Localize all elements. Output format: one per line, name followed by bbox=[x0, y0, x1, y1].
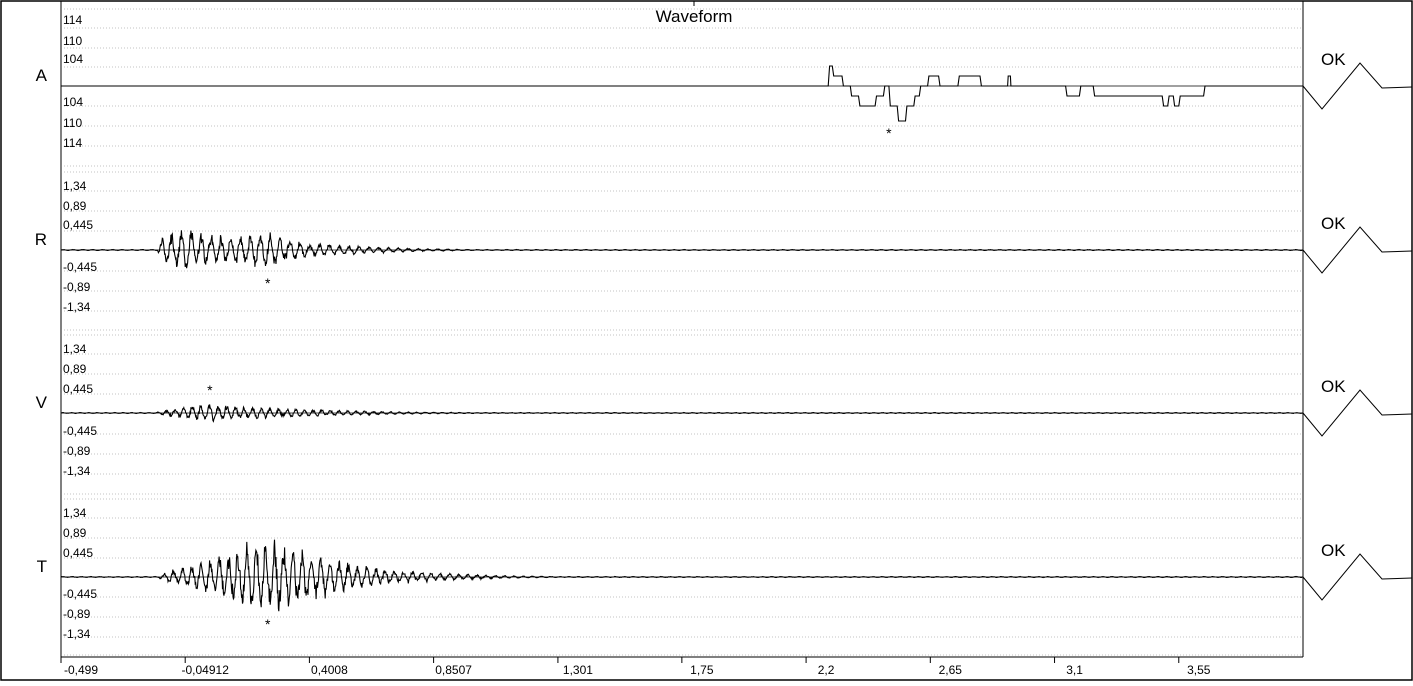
status-wave-v bbox=[1302, 389, 1413, 437]
waveform-v bbox=[60, 404, 1304, 423]
status-v: OK bbox=[1321, 377, 1346, 396]
chart-title: Waveform bbox=[656, 7, 733, 26]
channel-label-r: R bbox=[35, 230, 47, 249]
status-wave-r bbox=[1302, 226, 1413, 274]
x-tick-label: 0,4008 bbox=[311, 663, 348, 677]
channel-t: T 1,34 0,89 0,445 -0,445 -0,89 -1,34 * OK bbox=[37, 506, 1413, 641]
y-tick-label: 114 bbox=[63, 136, 82, 150]
channel-label-a: A bbox=[36, 66, 48, 85]
x-tick-label: -0,04912 bbox=[182, 663, 230, 677]
peak-marker: * bbox=[886, 125, 892, 141]
y-tick-label: 0,89 bbox=[63, 199, 87, 213]
y-tick-label: 0,89 bbox=[63, 526, 87, 540]
y-tick-label: 110 bbox=[63, 116, 82, 130]
grid-layer bbox=[61, 8, 1303, 656]
y-tick-label: 104 bbox=[63, 52, 83, 66]
status-r: OK bbox=[1321, 214, 1346, 233]
peak-marker: * bbox=[265, 616, 271, 632]
x-tick-label: 3,55 bbox=[1187, 663, 1211, 677]
channel-v: V 1,34 0,89 0,445 -0,445 -0,89 -1,34 * OK bbox=[36, 342, 1413, 478]
x-tick-label: 2,65 bbox=[939, 663, 963, 677]
x-tick-label: 2,2 bbox=[818, 663, 835, 677]
y-tick-label: 104 bbox=[63, 95, 83, 109]
y-tick-label: 0,89 bbox=[63, 362, 87, 376]
waveform-t bbox=[60, 539, 1304, 612]
channel-layer: A 114 110 104 104 110 114 * OK R 1,34 0,89 0,445 -0,4… bbox=[35, 13, 1413, 641]
waveform-r bbox=[60, 230, 1304, 269]
channel-label-v: V bbox=[36, 393, 48, 412]
y-tick-label: 1,34 bbox=[63, 506, 87, 520]
status-a: OK bbox=[1321, 50, 1346, 69]
y-tick-label: -1,34 bbox=[63, 464, 91, 478]
y-tick-label: 0,445 bbox=[63, 382, 93, 396]
y-tick-label: -1,34 bbox=[63, 300, 91, 314]
y-tick-label: 0,445 bbox=[63, 218, 93, 232]
y-tick-label: 114 bbox=[63, 13, 82, 27]
y-tick-label: -0,89 bbox=[63, 280, 91, 294]
y-tick-label: -0,445 bbox=[63, 587, 97, 601]
y-tick-label: -0,89 bbox=[63, 607, 91, 621]
y-tick-label: -1,34 bbox=[63, 627, 91, 641]
peak-marker: * bbox=[265, 275, 271, 291]
peak-marker: * bbox=[207, 382, 213, 398]
y-tick-label: 110 bbox=[63, 34, 82, 48]
x-tick-label: 3,1 bbox=[1066, 663, 1083, 677]
waveform-a bbox=[61, 65, 1303, 122]
channel-r: R 1,34 0,89 0,445 -0,445 -0,89 -1,34 * OK bbox=[35, 179, 1413, 314]
x-tick-label: 0,8507 bbox=[435, 663, 472, 677]
channel-a: A 114 110 104 104 110 114 * OK bbox=[36, 13, 1413, 150]
x-tick-label: 1,75 bbox=[690, 663, 714, 677]
x-tick-label: -0,499 bbox=[64, 663, 98, 677]
y-tick-label: -0,445 bbox=[63, 424, 97, 438]
y-tick-label: 0,445 bbox=[63, 546, 93, 560]
status-wave-a bbox=[1302, 62, 1413, 110]
x-tick-label: 1,301 bbox=[563, 663, 593, 677]
status-wave-t bbox=[1302, 553, 1413, 601]
y-tick-label: 1,34 bbox=[63, 179, 87, 193]
status-t: OK bbox=[1321, 541, 1346, 560]
y-tick-label: 1,34 bbox=[63, 342, 87, 356]
x-axis: -0,499 -0,04912 0,4008 0,8507 1,301 1,75 2,2 2,… bbox=[60, 657, 1211, 677]
y-tick-label: -0,445 bbox=[63, 260, 97, 274]
channel-label-t: T bbox=[37, 557, 47, 576]
y-tick-label: -0,89 bbox=[63, 444, 91, 458]
